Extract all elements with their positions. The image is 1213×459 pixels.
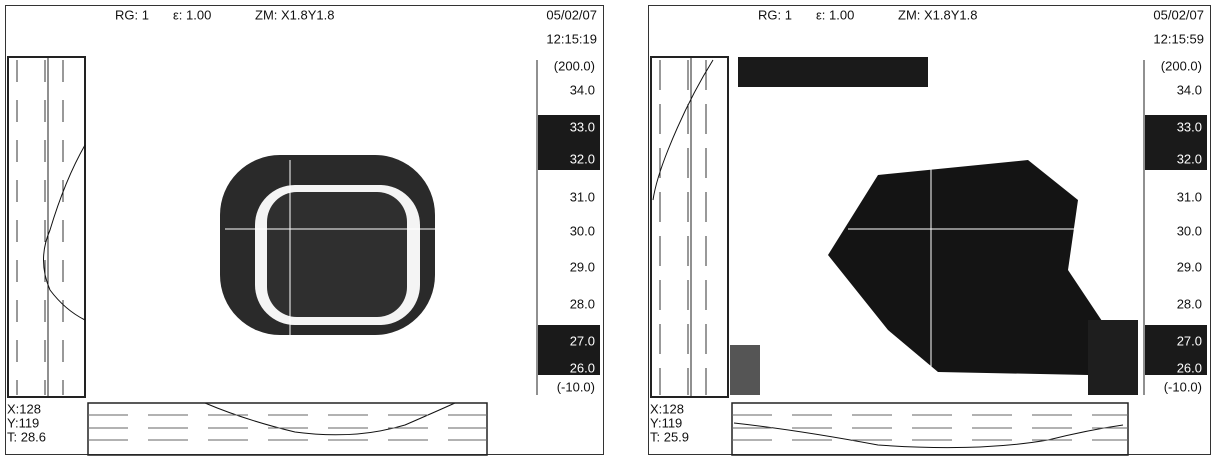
blob-corner (1088, 320, 1138, 395)
range-label: RG: 1 (115, 7, 149, 22)
scale-label: (200.0) (1161, 58, 1202, 73)
zoom-label: ZM: X1.8Y1.8 (255, 7, 334, 22)
scale-label: 26.0 (570, 360, 595, 375)
left-profile-box (7, 56, 86, 398)
scale-label: (-10.0) (1164, 379, 1202, 394)
scale-label: 31.0 (570, 189, 595, 204)
date-label: 05/02/07 (1153, 7, 1204, 22)
scale-label: 30.0 (570, 223, 595, 238)
range-label: RG: 1 (758, 7, 792, 22)
blob-main (828, 160, 1108, 375)
scale-dark-band (538, 115, 600, 170)
bottom-curve (733, 422, 1124, 449)
readout-y: Y:119 (7, 415, 39, 430)
readout-x: X:128 (7, 401, 41, 416)
zoom-label: ZM: X1.8Y1.8 (898, 7, 977, 22)
date-label: 05/02/07 (546, 7, 597, 22)
scale-label: 30.0 (1177, 223, 1202, 238)
scale-label: (200.0) (554, 58, 595, 73)
scale-label: 28.0 (1177, 296, 1202, 311)
bottom-profile-box (87, 402, 488, 456)
scale-label: 31.0 (1177, 189, 1202, 204)
scale-label: 26.0 (1177, 360, 1202, 375)
scale-label: (-10.0) (557, 379, 595, 394)
blob-top (738, 57, 928, 87)
bottom-profile-box (731, 402, 1129, 456)
scale-label: 33.0 (570, 119, 595, 134)
scale-label: 33.0 (1177, 119, 1202, 134)
readout-t: T: 28.6 (7, 429, 46, 444)
scale-label: 28.0 (570, 296, 595, 311)
scale-label: 29.0 (1177, 259, 1202, 274)
thermal-panel: RG: 1 ε: 1.00 ZM: X1.8Y1.8 05/02/07 12:15:19… (5, 5, 604, 456)
left-profile-box (650, 56, 729, 398)
readout-y: Y:119 (650, 415, 682, 430)
bottom-curve (204, 402, 456, 436)
scale-dark-band (538, 325, 600, 375)
scale-label: 27.0 (570, 333, 595, 348)
readout-x: X:128 (650, 401, 684, 416)
scale-dark-band (1145, 325, 1207, 375)
scale-label: 27.0 (1177, 333, 1202, 348)
time-label: 12:15:59 (1153, 31, 1204, 46)
blob-core (267, 192, 407, 317)
readout-t: T: 25.9 (650, 429, 689, 444)
scale-label: 32.0 (1177, 151, 1202, 166)
blob-left (730, 345, 760, 395)
scale-label: 29.0 (570, 259, 595, 274)
emissivity-label: ε: 1.00 (816, 7, 854, 22)
profile-curve (652, 59, 714, 201)
scale-label: 32.0 (570, 151, 595, 166)
thermal-panel: RG: 1 ε: 1.00 ZM: X1.8Y1.8 05/02/07 12:15:59… (648, 5, 1211, 456)
profile-curve (43, 144, 86, 321)
scale-label: 34.0 (1177, 82, 1202, 97)
emissivity-label: ε: 1.00 (173, 7, 211, 22)
scale-label: 34.0 (570, 82, 595, 97)
scale-dark-band (1145, 115, 1207, 170)
time-label: 12:15:19 (546, 31, 597, 46)
